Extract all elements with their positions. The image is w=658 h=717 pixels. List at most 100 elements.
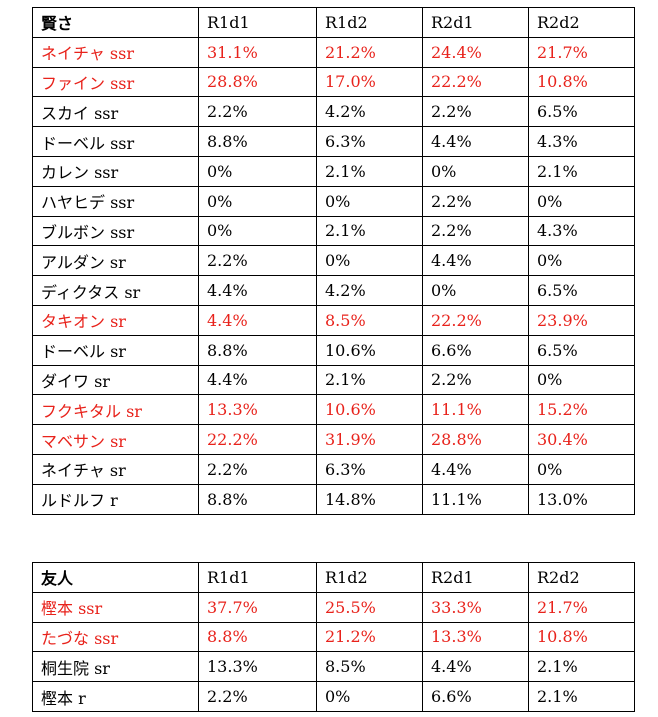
row-value: 11.1% xyxy=(422,394,529,426)
row-value: 23.9% xyxy=(528,304,635,336)
row-value: 21.2% xyxy=(316,621,423,653)
row-name: ドーベル ssr xyxy=(32,126,199,157)
row-value: 22.2% xyxy=(422,66,529,98)
row-value: 2.2% xyxy=(422,185,529,217)
row-value: 0% xyxy=(528,185,635,217)
row-value: 14.8% xyxy=(316,483,423,515)
header-r1d1: R1d1 xyxy=(198,7,317,38)
row-value: 21.7% xyxy=(528,591,635,623)
row-value: 13.3% xyxy=(198,651,317,683)
row-value: 4.2% xyxy=(316,275,423,306)
yujin-table: 友人 R1d1 R1d2 R2d1 R2d2 樫本 ssr 37.7% 25.5% 3… xyxy=(32,562,635,712)
row-value: 8.8% xyxy=(198,483,317,515)
row-value: 21.7% xyxy=(528,36,635,68)
row-name: ダイワ sr xyxy=(32,364,199,396)
row-value: 6.5% xyxy=(528,275,635,306)
header-r1d1: R1d1 xyxy=(198,562,317,593)
row-value: 11.1% xyxy=(422,483,529,515)
row-value: 17.0% xyxy=(316,66,423,98)
row-value: 6.6% xyxy=(422,681,529,712)
table-row: ブルボン ssr 0% 2.1% 2.2% 4.3% xyxy=(32,215,635,247)
table-row: 桐生院 sr 13.3% 8.5% 4.4% 2.1% xyxy=(32,651,635,683)
header-category: 賢さ xyxy=(32,7,199,38)
table-row: ドーベル ssr 8.8% 6.3% 4.4% 4.3% xyxy=(32,126,635,157)
table-row: アルダン sr 2.2% 0% 4.4% 0% xyxy=(32,245,635,277)
row-value: 0% xyxy=(528,245,635,277)
table-row: ファイン ssr 28.8% 17.0% 22.2% 10.8% xyxy=(32,66,635,98)
row-name: ブルボン ssr xyxy=(32,215,199,247)
table-row: スカイ ssr 2.2% 4.2% 2.2% 6.5% xyxy=(32,96,635,128)
row-value: 4.4% xyxy=(198,275,317,306)
row-name: 樫本 r xyxy=(32,681,199,712)
row-name: 桐生院 sr xyxy=(32,651,199,683)
row-value: 2.2% xyxy=(198,453,317,485)
row-value: 4.4% xyxy=(198,364,317,396)
header-row: 友人 R1d1 R1d2 R2d1 R2d2 xyxy=(32,562,635,593)
row-value: 2.2% xyxy=(198,96,317,128)
row-value: 8.8% xyxy=(198,621,317,653)
row-name: マベサン sr xyxy=(32,424,199,455)
row-value: 2.2% xyxy=(422,215,529,247)
row-value: 2.1% xyxy=(316,364,423,396)
table-row: フクキタル sr 13.3% 10.6% 11.1% 15.2% xyxy=(32,394,635,426)
row-value: 6.6% xyxy=(422,334,529,366)
row-value: 0% xyxy=(528,364,635,396)
row-value: 6.5% xyxy=(528,96,635,128)
row-value: 8.8% xyxy=(198,126,317,157)
row-value: 0% xyxy=(198,215,317,247)
row-value: 33.3% xyxy=(422,591,529,623)
kashikosa-table: 賢さ R1d1 R1d2 R2d1 R2d2 ネイチャ ssr 31.1% 21.2… xyxy=(32,7,635,515)
table-row: 樫本 ssr 37.7% 25.5% 33.3% 21.7% xyxy=(32,591,635,623)
row-value: 8.5% xyxy=(316,304,423,336)
row-value: 0% xyxy=(422,155,529,187)
row-name: フクキタル sr xyxy=(32,394,199,426)
row-name: ルドルフ r xyxy=(32,483,199,515)
row-value: 2.1% xyxy=(528,651,635,683)
row-value: 0% xyxy=(528,453,635,485)
row-value: 15.2% xyxy=(528,394,635,426)
row-name: スカイ ssr xyxy=(32,96,199,128)
row-value: 2.2% xyxy=(422,364,529,396)
table-row: ディクタス sr 4.4% 4.2% 0% 6.5% xyxy=(32,275,635,306)
row-value: 4.3% xyxy=(528,215,635,247)
row-value: 8.8% xyxy=(198,334,317,366)
row-value: 13.0% xyxy=(528,483,635,515)
table-row: タキオン sr 4.4% 8.5% 22.2% 23.9% xyxy=(32,304,635,336)
table-row: ドーベル sr 8.8% 10.6% 6.6% 6.5% xyxy=(32,334,635,366)
row-value: 2.1% xyxy=(316,155,423,187)
row-value: 30.4% xyxy=(528,424,635,455)
row-value: 4.4% xyxy=(422,651,529,683)
row-value: 2.2% xyxy=(422,96,529,128)
row-name: カレン ssr xyxy=(32,155,199,187)
row-name: ドーベル sr xyxy=(32,334,199,366)
row-value: 2.2% xyxy=(198,681,317,712)
row-name: ハヤヒデ ssr xyxy=(32,185,199,217)
table-row: ネイチャ sr 2.2% 6.3% 4.4% 0% xyxy=(32,453,635,485)
row-name: たづな ssr xyxy=(32,621,199,653)
row-value: 0% xyxy=(198,185,317,217)
row-value: 28.8% xyxy=(198,66,317,98)
table-row: 樫本 r 2.2% 0% 6.6% 2.1% xyxy=(32,681,635,712)
row-value: 4.4% xyxy=(198,304,317,336)
row-value: 25.5% xyxy=(316,591,423,623)
row-value: 31.1% xyxy=(198,36,317,68)
row-value: 8.5% xyxy=(316,651,423,683)
row-value: 13.3% xyxy=(422,621,529,653)
row-value: 0% xyxy=(198,155,317,187)
header-r2d2: R2d2 xyxy=(528,7,635,38)
row-value: 6.5% xyxy=(528,334,635,366)
row-value: 24.4% xyxy=(422,36,529,68)
row-value: 6.3% xyxy=(316,453,423,485)
row-name: アルダン sr xyxy=(32,245,199,277)
row-value: 4.4% xyxy=(422,126,529,157)
row-value: 0% xyxy=(316,185,423,217)
header-category: 友人 xyxy=(32,562,199,593)
header-r1d2: R1d2 xyxy=(316,562,423,593)
header-row: 賢さ R1d1 R1d2 R2d1 R2d2 xyxy=(32,7,635,38)
table-row: マベサン sr 22.2% 31.9% 28.8% 30.4% xyxy=(32,424,635,455)
row-value: 2.2% xyxy=(198,245,317,277)
row-value: 4.3% xyxy=(528,126,635,157)
header-r2d1: R2d1 xyxy=(422,562,529,593)
row-name: 樫本 ssr xyxy=(32,591,199,623)
row-value: 22.2% xyxy=(422,304,529,336)
